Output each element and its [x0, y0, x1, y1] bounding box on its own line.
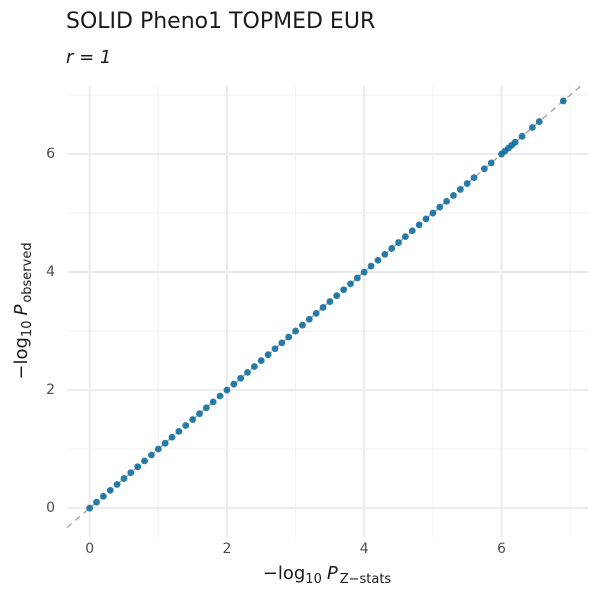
- x-tick-label: 0: [85, 541, 94, 557]
- point: [415, 221, 423, 229]
- point: [450, 191, 457, 199]
- point: [353, 274, 361, 282]
- point: [148, 451, 155, 459]
- point: [161, 439, 169, 447]
- point: [487, 159, 495, 167]
- chart-title: SOLID Pheno1 TOPMED EUR: [66, 9, 375, 34]
- point: [93, 498, 100, 506]
- point: [395, 239, 402, 246]
- point: [244, 368, 251, 376]
- point: [223, 386, 231, 394]
- point: [470, 174, 478, 182]
- x-axis-label: −log10 P Z−stats: [263, 563, 392, 587]
- point: [182, 422, 190, 429]
- point: [518, 132, 526, 140]
- point: [388, 245, 396, 252]
- point: [374, 256, 382, 264]
- point: [189, 416, 197, 423]
- point: [216, 392, 224, 400]
- point: [120, 475, 128, 482]
- point: [202, 404, 210, 412]
- point: [230, 380, 238, 388]
- point: [381, 250, 389, 258]
- point: [340, 286, 348, 294]
- chart-subtitle: r = 1: [66, 47, 111, 68]
- point: [402, 233, 409, 241]
- point: [292, 327, 299, 335]
- point: [456, 186, 464, 193]
- point: [463, 180, 471, 187]
- point: [360, 268, 368, 276]
- point: [480, 165, 488, 173]
- point: [443, 197, 450, 205]
- point: [535, 118, 543, 125]
- point: [106, 486, 114, 494]
- point: [422, 215, 430, 223]
- point: [264, 351, 272, 359]
- point: [271, 345, 279, 353]
- point: [319, 304, 327, 311]
- x-tick-label: 2: [222, 541, 231, 557]
- x-tick-label: 6: [497, 541, 506, 557]
- point: [209, 398, 217, 406]
- point: [99, 492, 107, 500]
- point: [305, 315, 313, 323]
- point: [326, 298, 334, 305]
- point: [285, 333, 293, 341]
- y-tick-label: 6: [46, 146, 55, 162]
- point: [237, 374, 245, 382]
- point: [134, 463, 142, 471]
- y-tick-label: 0: [46, 500, 55, 516]
- point: [278, 339, 286, 347]
- point: [257, 357, 265, 364]
- point: [347, 280, 354, 288]
- y-tick-label: 2: [46, 382, 55, 398]
- point: [436, 203, 444, 211]
- point: [196, 410, 203, 418]
- point: [113, 481, 121, 488]
- point: [528, 124, 536, 131]
- point: [168, 433, 176, 441]
- point: [429, 209, 437, 217]
- point: [86, 504, 94, 512]
- point: [333, 292, 341, 300]
- point: [367, 262, 375, 270]
- point: [559, 97, 567, 105]
- x-tick-label: 4: [360, 541, 369, 557]
- point: [299, 321, 306, 329]
- point: [175, 427, 183, 435]
- point: [250, 363, 258, 370]
- point: [511, 138, 519, 146]
- point: [408, 227, 416, 235]
- point: [312, 309, 320, 317]
- point: [127, 469, 135, 477]
- y-tick-label: 4: [46, 264, 55, 280]
- y-axis-label: −log10Pobserved: [11, 242, 35, 379]
- point: [154, 445, 162, 453]
- point: [141, 457, 148, 465]
